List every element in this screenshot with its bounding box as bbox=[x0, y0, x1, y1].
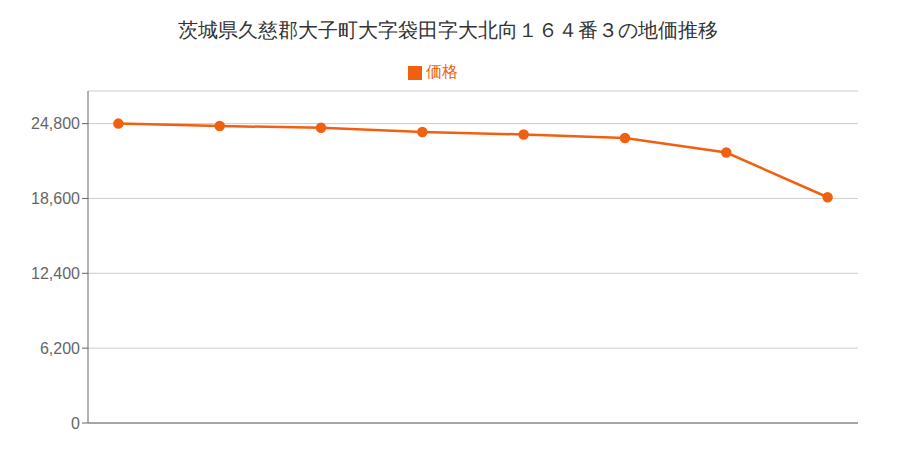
svg-text:0: 0 bbox=[71, 415, 80, 432]
svg-text:12,400: 12,400 bbox=[31, 265, 80, 282]
html-text:価格: 価格 bbox=[426, 63, 458, 80]
svg-text:6,200: 6,200 bbox=[40, 340, 80, 357]
svg-text:24,800: 24,800 bbox=[31, 115, 80, 132]
html-text:茨城県久慈郡大子町大字袋田字大北向１６４番３の地価推移: 茨城県久慈郡大子町大字袋田字大北向１６４番３の地価推移 bbox=[178, 19, 718, 41]
svg-text:18,600: 18,600 bbox=[31, 190, 80, 207]
